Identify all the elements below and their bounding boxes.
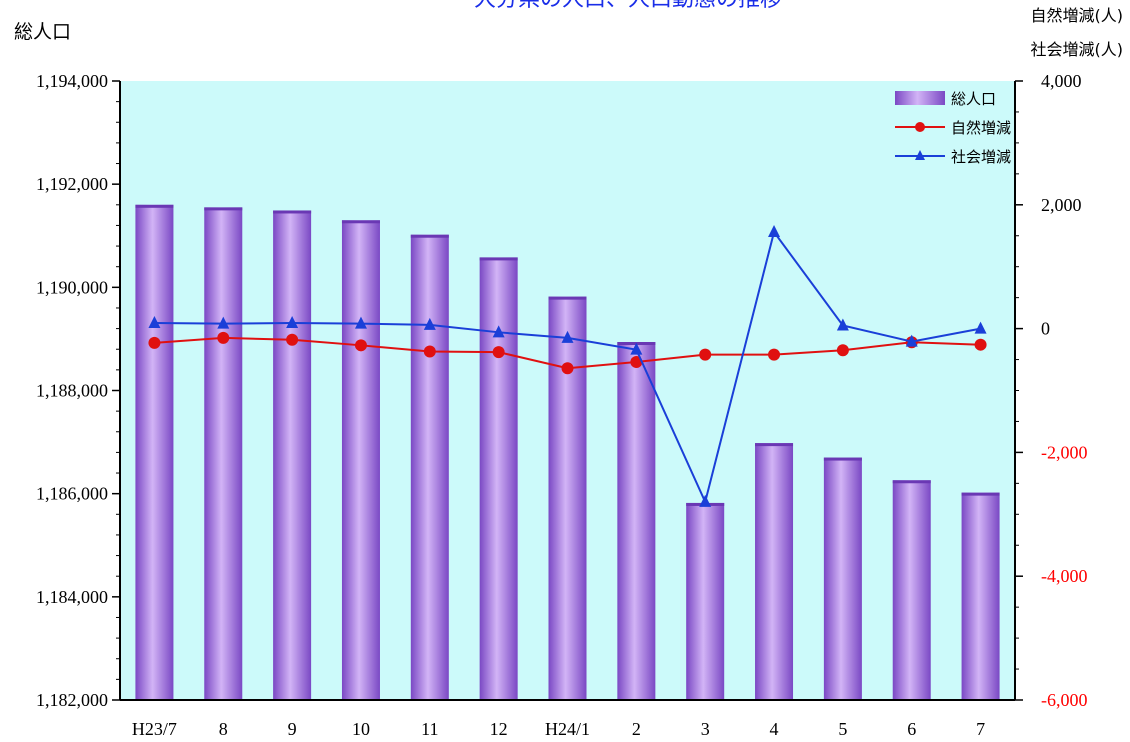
x-tick-label: 7 <box>976 719 985 739</box>
marker-natural-change <box>768 348 781 361</box>
x-tick-label: 5 <box>838 719 847 739</box>
marker-natural-change <box>354 339 367 352</box>
bar-total-population <box>341 220 380 700</box>
marker-natural-change <box>492 346 505 359</box>
bar-top-edge <box>961 492 1000 496</box>
x-tick-label: 8 <box>219 719 228 739</box>
right-tick-label: -2,000 <box>1041 442 1088 462</box>
marker-natural-change <box>423 345 436 358</box>
bar-total-population <box>548 296 587 700</box>
bar-top-edge <box>204 207 243 211</box>
line-series <box>148 225 987 507</box>
marker-natural-change <box>148 336 161 349</box>
bar-top-edge <box>410 234 449 238</box>
bar-total-population <box>617 342 656 700</box>
left-tick-label: 1,192,000 <box>36 174 108 194</box>
marker-social-change <box>354 316 367 329</box>
bar-total-population <box>686 502 725 700</box>
left-axis-title: 総人口 <box>14 21 71 43</box>
bar-series <box>135 204 1000 701</box>
right-tick-label: 2,000 <box>1041 195 1082 215</box>
marker-natural-change <box>630 356 643 369</box>
bar-total-population <box>273 210 312 700</box>
marker-natural-change <box>699 348 712 361</box>
right-axis-title-social: 社会増減(人) <box>1031 40 1124 59</box>
x-tick-label: 9 <box>288 719 297 739</box>
marker-natural-change <box>836 344 849 357</box>
bar-total-population <box>204 207 243 701</box>
marker-social-change <box>699 494 712 507</box>
right-tick-label: 0 <box>1041 319 1050 339</box>
left-tick-label: 1,190,000 <box>36 277 108 297</box>
marker-natural-change <box>561 362 574 375</box>
bar-total-population <box>755 443 794 700</box>
x-tick-label: H23/7 <box>132 719 177 739</box>
bar-total-population <box>961 492 1000 700</box>
marker-social-change <box>905 334 918 347</box>
marker-natural-change <box>286 333 299 346</box>
left-tick-label: 1,194,000 <box>36 71 108 91</box>
marker-social-change <box>492 325 505 338</box>
marker-social-change <box>148 316 161 329</box>
bar-top-edge <box>273 210 312 214</box>
bar-top-edge <box>823 457 862 461</box>
bar-total-population <box>410 234 449 701</box>
marker-social-change <box>836 318 849 331</box>
left-tick-label: 1,188,000 <box>36 381 108 401</box>
right-axis-title-natural: 自然増減(人) <box>1031 6 1124 25</box>
left-tick-label: 1,182,000 <box>36 690 108 710</box>
right-tick-label: 4,000 <box>1041 71 1082 91</box>
x-tick-label: H24/1 <box>545 719 590 739</box>
marker-social-change <box>423 317 436 330</box>
chart-title: 大分県の人口、人口動態の推移 <box>474 0 782 12</box>
bar-top-edge <box>892 480 931 484</box>
x-tick-label: 2 <box>632 719 641 739</box>
left-tick-label: 1,184,000 <box>36 587 108 607</box>
marker-natural-change <box>217 331 230 344</box>
legend-swatch-bar <box>895 91 945 105</box>
bar-top-edge <box>479 257 518 261</box>
right-tick-label: -6,000 <box>1041 690 1088 710</box>
legend-marker-circle <box>915 122 925 132</box>
marker-social-change <box>561 330 574 343</box>
x-tick-label: 10 <box>352 719 370 739</box>
bar-top-edge <box>548 296 587 300</box>
left-tick-label: 1,186,000 <box>36 484 108 504</box>
bar-total-population <box>892 480 931 700</box>
right-tick-label: -4,000 <box>1041 566 1088 586</box>
legend-label: 社会増減 <box>951 148 1011 166</box>
marker-social-change <box>974 321 987 334</box>
legend-label: 総人口 <box>951 90 996 108</box>
legend-marker-triangle <box>915 150 925 160</box>
marker-natural-change <box>974 338 987 351</box>
bar-top-edge <box>135 204 174 208</box>
marker-social-change <box>768 225 781 238</box>
x-tick-label: 4 <box>770 719 779 739</box>
marker-social-change <box>630 342 643 355</box>
axes: 1,182,000 1,184,000 1,186,000 1,188,000 1,19… <box>36 71 1088 739</box>
bar-total-population <box>135 204 174 701</box>
x-tick-label: 6 <box>907 719 916 739</box>
bar-top-edge <box>755 443 794 447</box>
bar-top-edge <box>341 220 380 224</box>
bar-total-population <box>479 257 518 700</box>
x-tick-label: 12 <box>490 719 508 739</box>
marker-social-change <box>286 316 299 329</box>
marker-social-change <box>217 316 230 329</box>
x-tick-label: 11 <box>421 719 438 739</box>
x-tick-label: 3 <box>701 719 710 739</box>
bar-total-population <box>823 457 862 700</box>
legend-label: 自然増減 <box>951 119 1011 137</box>
